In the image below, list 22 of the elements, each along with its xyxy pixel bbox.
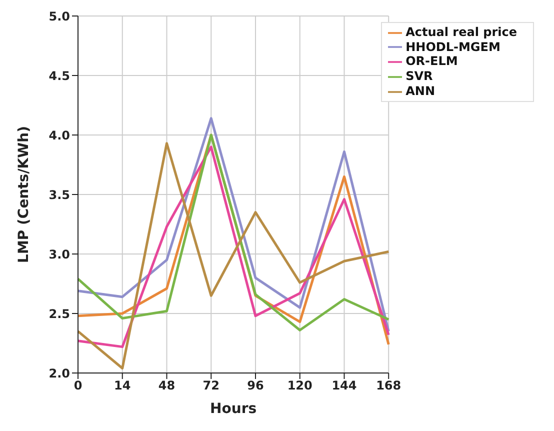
legend-label: ANN [406, 84, 435, 98]
y-tick-label: 3.5 [48, 188, 70, 202]
y-tick-label: 3.0 [48, 247, 70, 262]
x-tick-label: 14 [114, 378, 131, 393]
y-tick-label: 2.5 [48, 306, 70, 321]
legend-label: OR-ELM [406, 54, 458, 68]
x-axis-title: Hours [210, 401, 257, 417]
x-tick-label: 72 [202, 378, 220, 393]
legend-label: HHODL-MGEM [406, 40, 500, 54]
x-tick-label: 48 [158, 378, 176, 393]
x-tick-label: 0 [74, 378, 82, 393]
legend-label: Actual real price [406, 25, 517, 39]
y-axis-title: LMP (Cents/KWh) [16, 126, 32, 263]
x-tick-label: 120 [287, 378, 312, 393]
x-tick-label: 96 [247, 378, 264, 393]
x-tick-label: 168 [376, 378, 402, 393]
x-tick-label: 144 [332, 378, 357, 393]
y-tick-label: 5.0 [48, 9, 70, 24]
y-tick-label: 4.5 [48, 68, 70, 83]
legend-label: SVR [406, 69, 433, 84]
y-tick-label: 2.0 [48, 366, 70, 380]
y-tick-label: 4.0 [48, 128, 70, 142]
